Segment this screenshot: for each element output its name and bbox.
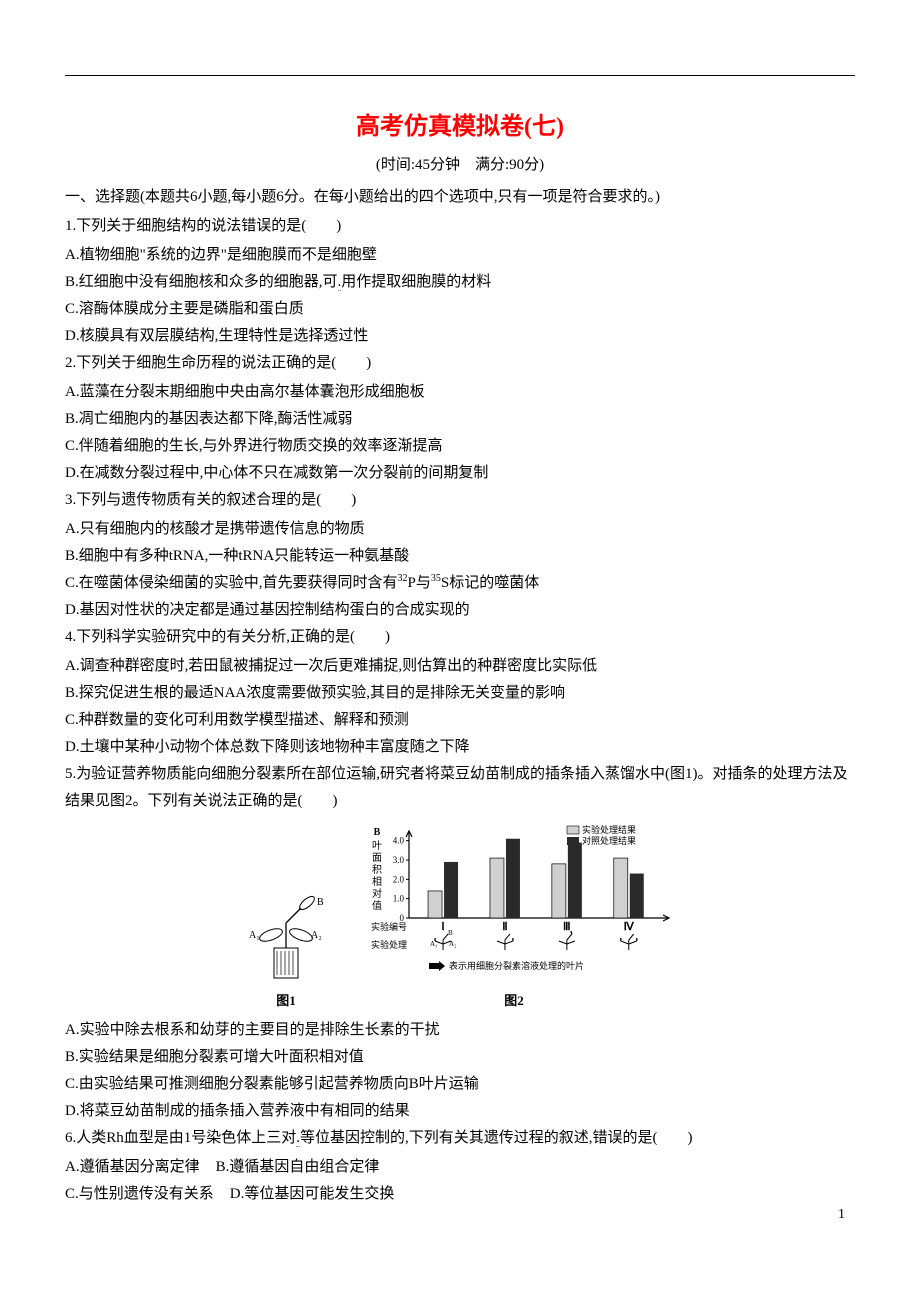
svg-text:对: 对 [372,887,382,900]
q5-stem: 5.为验证营养物质能向细胞分裂素所在部位运输,研究者将菜豆幼苗制成的插条插入蒸馏… [65,761,855,815]
figure-container: A₁ A₂ B 图1 4.03.02.01.00B叶面积相对值实验处理结果对照处… [65,823,855,1009]
svg-text:积: 积 [372,864,382,876]
svg-text:值: 值 [372,899,382,912]
svg-text:Ⅱ: Ⅱ [502,921,507,933]
svg-text:Ⅳ: Ⅳ [624,921,635,933]
page-number: 1 [838,1207,845,1223]
section1-header: 一、选择题(本题共6小题,每小题6分。在每小题给出的四个选项中,只有一项是符合要… [65,184,855,211]
svg-text:实验处理: 实验处理 [371,939,407,950]
q1-option-d: D.核膜具有双层膜结构,生理特性是选择透过性 [65,323,855,350]
q2-option-a: A.蓝藻在分裂末期细胞中央由高尔基体囊泡形成细胞板 [65,379,855,406]
svg-text:Ⅲ: Ⅲ [563,921,571,933]
q5-option-c: C.由实验结果可推测细胞分裂素能够引起营养物质向B叶片运输 [65,1071,855,1098]
svg-text:实验处理结果: 实验处理结果 [582,824,636,835]
q3-option-d: D.基因对性状的决定都是通过基因控制结构蛋白的合成实现的 [65,597,855,624]
q3-stem: 3.下列与遗传物质有关的叙述合理的是( ) [65,487,855,514]
svg-text:面: 面 [372,853,382,864]
q3-c-sup35: 35 [431,573,441,584]
q1-option-a: A.植物细胞"系统的边界"是细胞膜而不是细胞壁 [65,242,855,269]
q6-option-c: C.与性别遗传没有关系 [65,1181,214,1208]
fig1-caption: 图1 [241,990,331,1009]
svg-text:2.0: 2.0 [393,874,405,884]
q2-stem: 2.下列关于细胞生命历程的说法正确的是( ) [65,350,855,377]
q1-b-post: 用作提取细胞膜的材料 [341,274,491,290]
q3-option-b: B.细胞中有多种tRNA,一种tRNA只能转运一种氨基酸 [65,543,855,570]
q1-option-c: C.溶酶体膜成分主要是磷脂和蛋白质 [65,296,855,323]
top-rule [65,75,855,76]
svg-text:1.0: 1.0 [393,894,405,904]
q5-option-a: A.实验中除去根系和幼芽的主要目的是排除生长素的干扰 [65,1017,855,1044]
fig2-svg: 4.03.02.01.00B叶面积相对值实验处理结果对照处理结果ⅠⅡⅢⅣ实验编号… [349,823,679,983]
q5-option-b: B.实验结果是细胞分裂素可增大叶面积相对值 [65,1044,855,1071]
fig1-svg: A₁ A₂ B [241,893,331,983]
q4-option-c: C.种群数量的变化可利用数学模型描述、解释和预测 [65,707,855,734]
q3-c-mid: P与 [408,575,431,591]
q6-stem-pre: 6.人类Rh血型是由1号染色体上三对 [65,1130,296,1146]
q4-option-b: B.探究促进生根的最适NAA浓度需要做预实验,其目的是排除无关变量的影响 [65,680,855,707]
figure-2: 4.03.02.01.00B叶面积相对值实验处理结果对照处理结果ⅠⅡⅢⅣ实验编号… [349,823,679,1009]
svg-text:叶: 叶 [372,840,382,852]
q2-option-d: D.在减数分裂过程中,中心体不只在减数第一次分裂前的间期复制 [65,460,855,487]
svg-text:相: 相 [372,875,382,888]
q3-option-c: C.在噬菌体侵染细菌的实验中,首先要获得同时含有32P与35S标记的噬菌体 [65,570,855,597]
q6-stem: 6.人类Rh血型是由1号染色体上三对.等位基因控制的,下列有关其遗传过程的叙述,… [65,1125,855,1152]
q4-stem: 4.下列科学实验研究中的有关分析,正确的是( ) [65,624,855,651]
q1-stem: 1.下列关于细胞结构的说法错误的是( ) [65,213,855,240]
q3-c-sup32: 32 [398,573,408,584]
svg-text:表示用细胞分裂素溶液处理的叶片: 表示用细胞分裂素溶液处理的叶片 [449,960,584,971]
svg-text:B: B [448,929,453,937]
svg-text:3.0: 3.0 [393,855,405,865]
q1-option-b: B.红细胞中没有细胞核和众多的细胞器,可.用作提取细胞膜的材料 [65,269,855,296]
q6-option-b: B.遵循基因自由组合定律 [216,1154,380,1181]
svg-text:B: B [374,827,381,838]
fig1-label-b: B [317,897,324,908]
q2-option-c: C.伴随着细胞的生长,与外界进行物质交换的效率逐渐提高 [65,433,855,460]
figure-1: A₁ A₂ B 图1 [241,893,331,1009]
svg-text:A₂: A₂ [449,940,457,948]
q4-option-d: D.土壤中某种小动物个体总数下降则该地物种丰富度随之下降 [65,734,855,761]
svg-text:实验编号: 实验编号 [371,921,407,932]
svg-text:4.0: 4.0 [393,836,405,846]
exam-title: 高考仿真模拟卷(七) [65,106,855,141]
q3-option-a: A.只有细胞内的核酸才是携带遗传信息的物质 [65,516,855,543]
q3-c-pre: C.在噬菌体侵染细菌的实验中,首先要获得同时含有 [65,575,398,591]
q6-stem-post: 等位基因控制的,下列有关其遗传过程的叙述,错误的是( ) [300,1130,693,1146]
q5-option-d: D.将菜豆幼苗制成的插条插入营养液中有相同的结果 [65,1098,855,1125]
q2-option-b: B.凋亡细胞内的基因表达都下降,酶活性减弱 [65,406,855,433]
fig1-label-a1: A₁ [249,930,260,941]
q6-option-a: A.遵循基因分离定律 [65,1154,200,1181]
time-info: (时间:45分钟 满分:90分) [65,153,855,174]
fig2-caption: 图2 [349,990,679,1009]
q6-option-d: D.等位基因可能发生交换 [230,1181,395,1208]
svg-text:A₁: A₁ [430,940,438,948]
svg-text:对照处理结果: 对照处理结果 [582,835,636,846]
fig1-label-a2: A₂ [311,930,322,941]
q1-b-pre: B.红细胞中没有细胞核和众多的细胞器,可 [65,274,338,290]
q3-c-post: S标记的噬菌体 [441,575,539,591]
q4-option-a: A.调查种群密度时,若田鼠被捕捉过一次后更难捕捉,则估算出的种群密度比实际低 [65,653,855,680]
svg-text:Ⅰ: Ⅰ [441,921,444,933]
